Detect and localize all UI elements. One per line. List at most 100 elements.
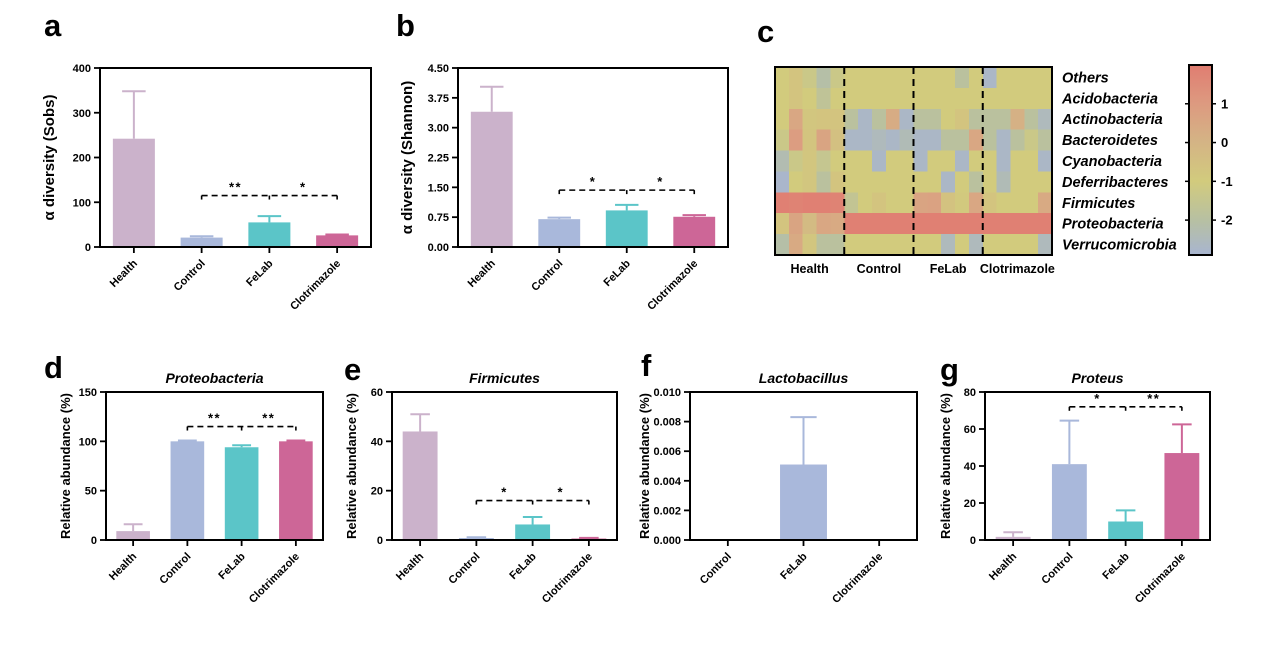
y-axis-title: Relative abundance (%) (938, 393, 953, 539)
heatmap-cell (941, 213, 956, 235)
heatmap-cell (1010, 129, 1025, 152)
heatmap-cell (871, 171, 887, 193)
heatmap-cell (941, 129, 956, 152)
bar-felab (1108, 521, 1144, 540)
x-tick-label: Clotrimazole (830, 551, 885, 606)
heatmap-cell (871, 150, 887, 173)
bar-health (402, 431, 438, 540)
panel-title: Firmicutes (469, 370, 540, 386)
heatmap-cell (1024, 234, 1039, 256)
heatmap-cell (844, 150, 859, 173)
heatmap-cell (885, 108, 901, 131)
heatmap-cell (913, 108, 928, 131)
heatmap-cell (1038, 234, 1053, 256)
y-axis-title: α diversity (Shannon) (399, 81, 416, 234)
significance-label: ** (229, 180, 242, 195)
significance-label: * (300, 180, 307, 195)
y-tick-label: 100 (79, 436, 97, 448)
heatmap-cell (788, 67, 804, 89)
significance-bracket: ** ** (186, 411, 297, 433)
heatmap-row-label: Others (1062, 70, 1109, 86)
heatmap-cell (1024, 67, 1039, 89)
heatmap-cell (858, 171, 873, 193)
x-tick-label: Health (987, 550, 1019, 582)
heatmap-cell (802, 67, 818, 89)
heatmap-cell (830, 108, 845, 131)
bar-health (116, 531, 150, 540)
heatmap-cell (1024, 87, 1039, 110)
heatmap-cell (788, 108, 804, 131)
x-tick-label: Clotrimazole (247, 551, 302, 606)
heatmap-cell (996, 150, 1012, 173)
heatmap-cell (885, 129, 901, 152)
heatmap-cell (844, 129, 859, 152)
heatmap-cell (858, 150, 873, 173)
heatmap-cell (955, 129, 970, 152)
heatmap-cell (775, 234, 790, 256)
heatmap-cell (871, 129, 887, 152)
x-tick-label: FeLab (601, 257, 633, 289)
heatmap-cell (927, 213, 942, 235)
bar-felab (780, 464, 827, 540)
bar-clotrimazole (279, 441, 313, 540)
y-tick-label: 40 (371, 436, 383, 448)
panel-a-letter: a (44, 8, 62, 43)
heatmap-cell (802, 87, 818, 110)
heatmap-cell (844, 171, 859, 193)
heatmap-cell (899, 67, 915, 89)
x-tick-label: Health (394, 550, 426, 582)
significance-label: ** (262, 411, 275, 426)
heatmap-cell (899, 87, 915, 110)
heatmap-cell (955, 150, 970, 173)
x-tick-label: Clotrimazole (645, 258, 700, 313)
y-tick-label: 2.25 (428, 153, 449, 165)
heatmap-cell (941, 150, 956, 173)
y-tick-label: 50 (85, 486, 97, 498)
heatmap-cell (913, 171, 928, 193)
heatmap-cell (913, 87, 928, 110)
heatmap-cell (982, 67, 998, 89)
significance-label: * (1094, 391, 1101, 406)
heatmap-cell (885, 234, 901, 256)
heatmap-cell (1038, 150, 1053, 173)
heatmap-cell (1024, 213, 1039, 235)
heatmap-cell (968, 171, 984, 193)
heatmap-cell (816, 87, 831, 110)
x-tick-label: FeLab (1100, 550, 1132, 582)
heatmap-cell (816, 108, 831, 131)
y-tick-label: 0.006 (653, 446, 681, 458)
heatmap-group-label: Control (857, 262, 901, 276)
panel-g-letter: g (940, 352, 959, 387)
heatmap-cell (885, 87, 901, 110)
x-tick-label: Clotrimazole (540, 551, 595, 606)
heatmap-cell (982, 150, 998, 173)
heatmap-group-label: FeLab (930, 262, 967, 276)
significance-label: * (557, 485, 564, 500)
x-tick-label: FeLab (216, 550, 248, 582)
heatmap-cell (830, 171, 845, 193)
heatmap-cell (955, 213, 970, 235)
heatmap-cell (927, 87, 942, 110)
y-tick-label: 0.004 (653, 476, 681, 488)
y-tick-label: 400 (73, 63, 91, 75)
heatmap-cell (788, 192, 804, 214)
heatmap-cell (830, 192, 845, 214)
heatmap-cell (858, 234, 873, 256)
heatmap-cell (996, 171, 1012, 193)
y-axis-title: α diversity (Sobs) (41, 95, 58, 221)
heatmap-cell (775, 67, 790, 89)
plot-frame (689, 391, 918, 541)
heatmap-cell (899, 171, 915, 193)
heatmap-cell (816, 213, 831, 235)
x-tick-label: Health (108, 257, 140, 289)
bar-clotrimazole (1164, 453, 1200, 540)
heatmap-cell (913, 213, 928, 235)
heatmap-cell (858, 67, 873, 89)
heatmap-cell (1038, 108, 1053, 131)
plot-frame (105, 391, 324, 541)
y-tick-label: 20 (371, 486, 383, 498)
heatmap-cell (1038, 192, 1053, 214)
heatmap-cell (1024, 192, 1039, 214)
